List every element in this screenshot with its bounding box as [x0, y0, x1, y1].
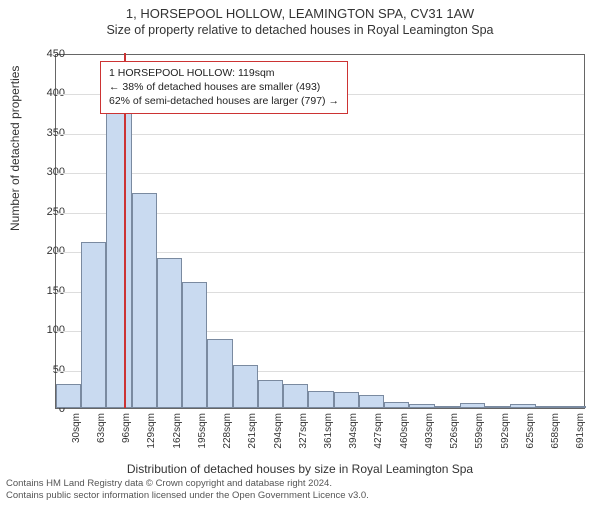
chart-title: 1, HORSEPOOL HOLLOW, LEAMINGTON SPA, CV3…: [0, 6, 600, 21]
x-tick-label: 493sqm: [424, 413, 435, 449]
x-tick-label: 658sqm: [550, 413, 561, 449]
y-tick-label: 200: [20, 245, 65, 257]
x-tick-label: 361sqm: [323, 413, 334, 449]
histogram-bar: [106, 69, 131, 408]
y-tick-label: 150: [20, 285, 65, 297]
histogram-bar: [359, 395, 384, 408]
histogram-bar: [56, 384, 81, 408]
histogram-bar: [283, 384, 308, 408]
histogram-bar: [384, 402, 409, 408]
histogram-bar: [132, 193, 157, 408]
histogram-bar: [233, 365, 258, 408]
histogram-bar: [460, 403, 485, 408]
histogram-bar: [536, 406, 561, 408]
y-tick-label: 400: [20, 87, 65, 99]
x-tick-label: 427sqm: [373, 413, 384, 449]
histogram-bar: [81, 242, 106, 408]
x-tick-label: 327sqm: [298, 413, 309, 449]
gridline: [56, 134, 584, 135]
callout-box: 1 HORSEPOOL HOLLOW: 119sqm← 38% of detac…: [100, 61, 348, 114]
x-tick-label: 228sqm: [222, 413, 233, 449]
chart-area: 1 HORSEPOOL HOLLOW: 119sqm← 38% of detac…: [55, 54, 585, 409]
x-tick-label: 691sqm: [575, 413, 586, 449]
footer-line-1: Contains HM Land Registry data © Crown c…: [6, 478, 369, 490]
y-tick-label: 300: [20, 166, 65, 178]
histogram-bar: [485, 406, 510, 408]
x-tick-label: 394sqm: [348, 413, 359, 449]
gridline: [56, 173, 584, 174]
x-tick-label: 261sqm: [247, 413, 258, 449]
x-tick-label: 526sqm: [449, 413, 460, 449]
y-tick-label: 100: [20, 324, 65, 336]
plot-area: 1 HORSEPOOL HOLLOW: 119sqm← 38% of detac…: [55, 54, 585, 409]
histogram-bar: [510, 404, 535, 408]
x-tick-label: 559sqm: [474, 413, 485, 449]
histogram-bar: [258, 380, 283, 408]
y-tick-label: 250: [20, 206, 65, 218]
callout-line: ← 38% of detached houses are smaller (49…: [109, 80, 339, 94]
x-tick-label: 96sqm: [121, 413, 132, 443]
histogram-bar: [308, 391, 333, 408]
x-tick-label: 460sqm: [399, 413, 410, 449]
histogram-bar: [182, 282, 207, 408]
callout-line: 62% of semi-detached houses are larger (…: [109, 94, 339, 108]
histogram-bar: [157, 258, 182, 408]
histogram-bar: [435, 406, 460, 408]
x-tick-label: 129sqm: [146, 413, 157, 449]
histogram-bar: [207, 339, 232, 408]
histogram-bar: [561, 406, 586, 408]
histogram-bar: [409, 404, 434, 408]
x-tick-label: 195sqm: [197, 413, 208, 449]
x-tick-label: 30sqm: [71, 413, 82, 443]
x-tick-label: 625sqm: [525, 413, 536, 449]
chart-subtitle: Size of property relative to detached ho…: [0, 23, 600, 37]
x-axis-label: Distribution of detached houses by size …: [0, 462, 600, 476]
y-tick-label: 450: [20, 48, 65, 60]
x-tick-label: 63sqm: [96, 413, 107, 443]
y-tick-label: 50: [20, 364, 65, 376]
x-tick-label: 294sqm: [273, 413, 284, 449]
x-tick-label: 592sqm: [500, 413, 511, 449]
footer-credits: Contains HM Land Registry data © Crown c…: [6, 478, 369, 502]
footer-line-2: Contains public sector information licen…: [6, 490, 369, 502]
x-tick-label: 162sqm: [172, 413, 183, 449]
callout-line: 1 HORSEPOOL HOLLOW: 119sqm: [109, 66, 339, 80]
y-tick-label: 350: [20, 127, 65, 139]
histogram-bar: [334, 392, 359, 408]
